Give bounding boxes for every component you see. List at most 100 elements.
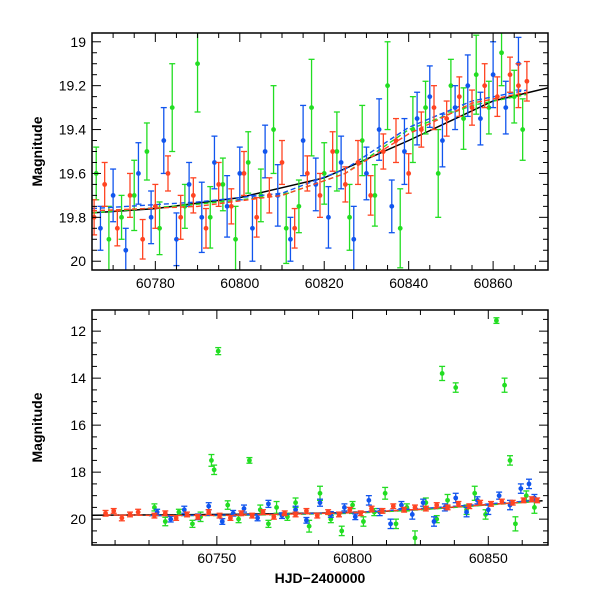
point-marker (336, 512, 342, 517)
data-point (189, 519, 196, 529)
series-1 (92, 36, 528, 270)
data-point (352, 513, 359, 521)
data-point (393, 117, 399, 164)
data-point (224, 174, 231, 238)
point-marker (445, 505, 450, 510)
data-point (405, 153, 412, 194)
data-point (266, 177, 273, 214)
point-marker (103, 510, 108, 516)
point-marker (485, 507, 491, 513)
point-marker (486, 105, 492, 111)
data-point (317, 172, 323, 218)
point-marker (266, 501, 271, 507)
data-point (350, 205, 357, 270)
data-point (215, 346, 222, 356)
data-point (238, 510, 245, 517)
data-point (314, 512, 321, 519)
point-marker (445, 497, 450, 503)
point-marker (420, 500, 426, 506)
point-marker (401, 507, 407, 513)
data-point (211, 464, 218, 476)
data-point (329, 131, 336, 172)
data-point (246, 456, 253, 464)
data-point (303, 516, 310, 524)
data-point (190, 177, 197, 214)
data-point (534, 497, 541, 504)
point-marker (347, 507, 353, 513)
data-point (341, 503, 348, 512)
data-point (426, 65, 433, 129)
data-point (363, 146, 370, 201)
data-point (379, 507, 386, 514)
data-point (205, 502, 212, 511)
data-point (118, 514, 125, 522)
data-point (281, 510, 288, 517)
point-marker (306, 523, 312, 529)
data-point (325, 185, 332, 249)
point-marker (469, 105, 475, 111)
data-point (208, 453, 215, 467)
point-marker (168, 516, 174, 522)
point-marker (181, 507, 187, 513)
point-marker (209, 458, 214, 463)
data-point (349, 500, 356, 510)
point-marker (456, 501, 461, 507)
plot-area (92, 33, 548, 270)
point-marker (325, 509, 331, 515)
data-point (186, 161, 193, 208)
data-point (422, 505, 429, 512)
point-marker (453, 495, 459, 501)
point-marker (518, 486, 524, 491)
point-marker (245, 160, 251, 165)
point-marker (247, 458, 252, 463)
point-marker (338, 160, 344, 165)
data-point (412, 530, 418, 545)
point-marker (477, 500, 483, 506)
y-tick-label: 20 (70, 253, 86, 269)
x-tick-label: 60840 (389, 275, 428, 291)
data-point (336, 511, 342, 518)
point-marker (440, 138, 445, 143)
point-marker (317, 500, 323, 506)
data-point (338, 135, 345, 190)
data-point (519, 98, 526, 161)
point-marker (114, 225, 120, 231)
point-marker (283, 225, 289, 231)
point-marker (435, 171, 441, 176)
data-point (215, 161, 222, 208)
data-point (151, 512, 158, 519)
point-marker (102, 182, 108, 187)
point-marker (206, 503, 212, 509)
point-marker (409, 512, 415, 517)
point-marker (342, 182, 348, 187)
point-marker (266, 192, 272, 198)
data-point (317, 485, 323, 502)
point-marker (274, 505, 279, 510)
data-point (205, 509, 212, 516)
data-point (371, 164, 378, 227)
y-tick-label: 20 (70, 511, 86, 527)
data-point (355, 139, 361, 186)
data-point (131, 159, 138, 232)
data-point (346, 506, 353, 513)
point-marker (304, 517, 309, 523)
point-marker (144, 149, 150, 154)
point-marker (106, 236, 112, 242)
point-marker (406, 171, 412, 176)
point-marker (292, 225, 298, 231)
data-point (439, 113, 446, 168)
point-marker (249, 513, 255, 519)
data-point (390, 503, 397, 510)
trend-line (92, 93, 528, 214)
point-marker (293, 512, 298, 517)
data-point (279, 139, 285, 186)
point-marker (219, 519, 225, 524)
point-marker (217, 513, 222, 519)
point-marker (212, 160, 217, 165)
data-point (148, 190, 155, 245)
point-marker (503, 105, 509, 111)
point-marker (152, 203, 158, 209)
data-point (304, 155, 311, 192)
y-tick-label: 19.2 (59, 78, 86, 94)
data-point (291, 207, 298, 249)
